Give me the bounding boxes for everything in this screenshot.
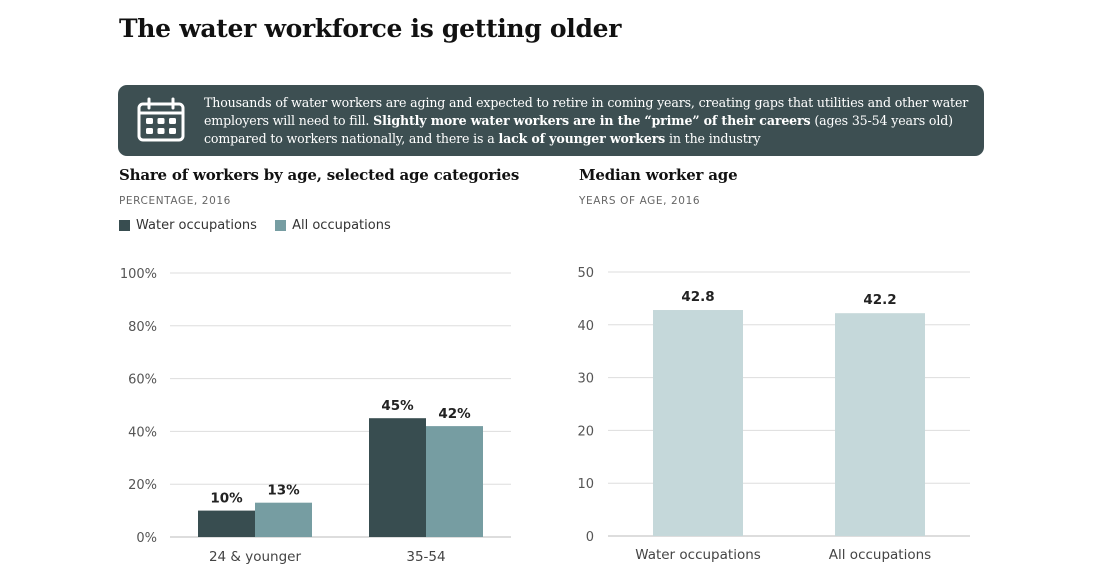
bar-value-label: 42.8 [681, 289, 714, 305]
legend-item-water: Water occupations [119, 218, 257, 233]
callout-text-3: in the industry [665, 131, 761, 146]
legend-swatch-all [275, 220, 287, 231]
median-age-chart-title: Median worker age [579, 166, 738, 184]
x-tick-label: Water occupations [635, 547, 761, 563]
x-tick-label: 24 & younger [209, 549, 302, 565]
bar-value-label: 13% [267, 483, 300, 499]
chart-legend: Water occupations All occupations [119, 218, 405, 235]
legend-label-water: Water occupations [136, 218, 257, 233]
y-tick-label: 100% [120, 267, 157, 282]
info-callout: Thousands of water workers are aging and… [118, 85, 984, 156]
legend-label-all: All occupations [292, 218, 391, 233]
callout-bold-2: lack of younger workers [498, 131, 666, 146]
x-tick-label: All occupations [829, 547, 931, 563]
callout-text: Thousands of water workers are aging and… [204, 94, 974, 148]
calendar-icon [137, 97, 185, 142]
x-tick-label: 35-54 [406, 549, 445, 565]
callout-bold-1: Slightly more water workers are in the “… [373, 113, 811, 128]
y-tick-label: 0 [586, 530, 594, 545]
bar-water [369, 418, 426, 537]
median-bar [653, 310, 743, 536]
median-bar [835, 313, 925, 536]
callout-text-2: (ages 35-54 years old) compared to worke… [204, 113, 953, 146]
bar-value-label: 10% [210, 491, 243, 507]
legend-swatch-water [119, 220, 130, 231]
bar-value-label: 42.2 [863, 292, 896, 308]
y-tick-label: 40% [128, 425, 157, 440]
y-tick-label: 60% [128, 373, 157, 388]
y-tick-label: 20% [128, 478, 157, 493]
legend-item-all: All occupations [275, 218, 391, 233]
bar-water [198, 510, 255, 537]
y-tick-label: 50 [577, 266, 594, 281]
median-age-chart-subtitle: YEARS OF AGE, 2016 [579, 195, 701, 207]
y-tick-label: 20 [577, 424, 594, 439]
y-tick-label: 10 [577, 477, 594, 492]
y-tick-label: 0% [136, 531, 157, 546]
bar-all [426, 426, 483, 537]
y-tick-label: 40 [577, 319, 594, 334]
page-title: The water workforce is getting older [119, 14, 622, 43]
age-share-chart-title: Share of workers by age, selected age ca… [119, 166, 520, 184]
bar-all [255, 502, 312, 537]
bar-value-label: 42% [438, 406, 471, 422]
y-tick-label: 30 [577, 372, 594, 387]
age-share-chart-subtitle: PERCENTAGE, 2016 [119, 195, 231, 207]
bar-value-label: 45% [381, 398, 414, 414]
y-tick-label: 80% [128, 320, 157, 335]
callout-text-1: Thousands of water workers are aging and… [204, 95, 969, 128]
